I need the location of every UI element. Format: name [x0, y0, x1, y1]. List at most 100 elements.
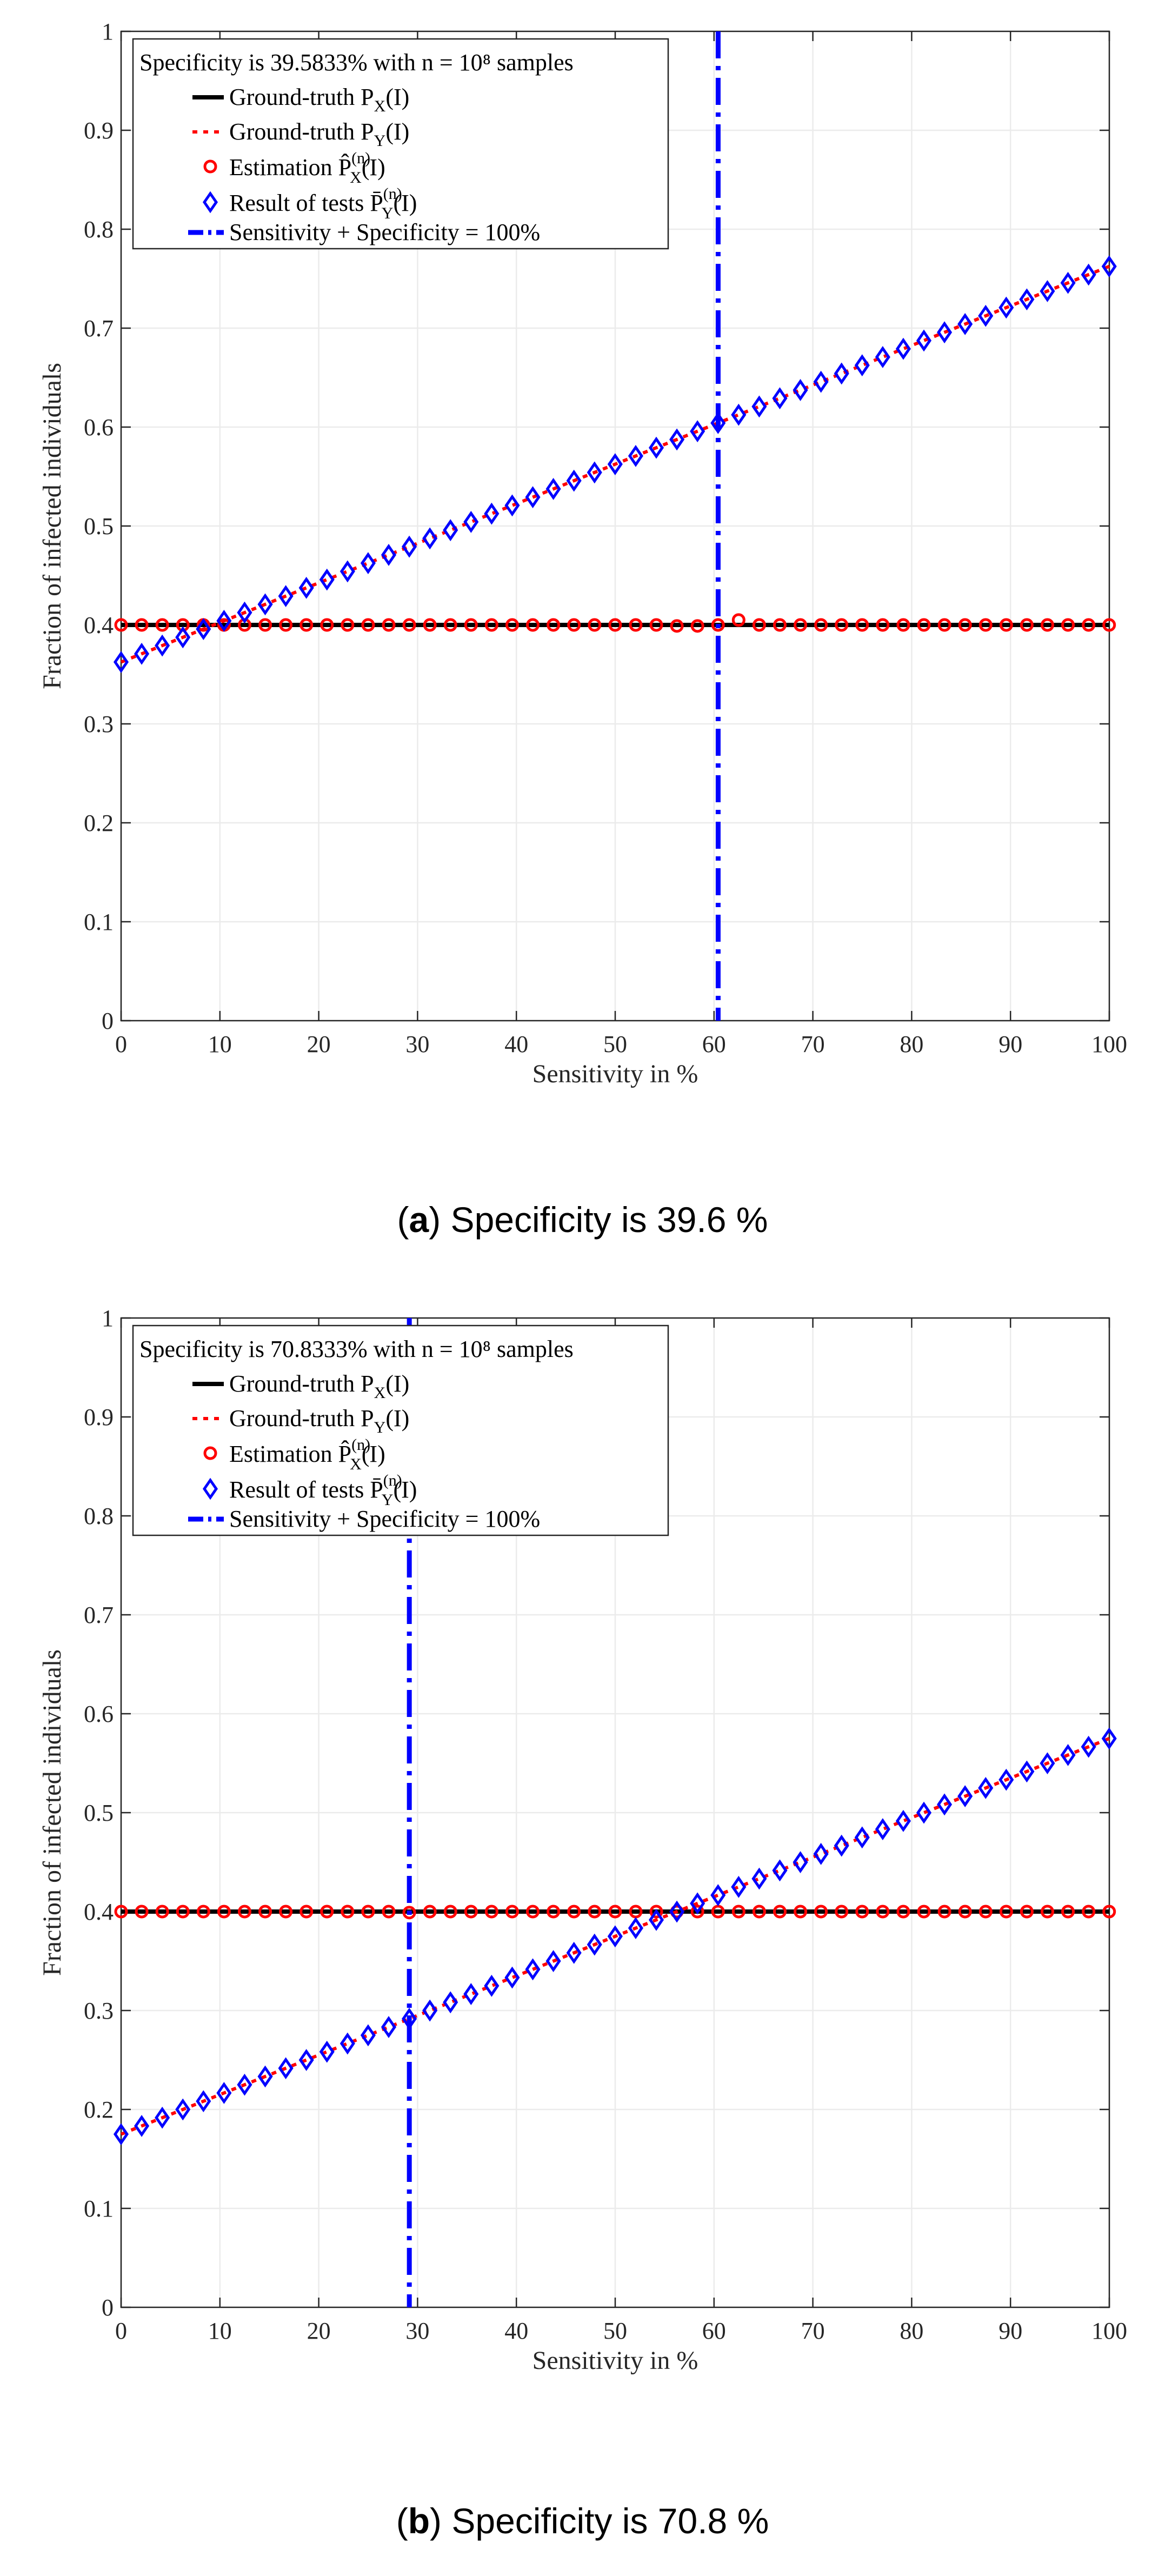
result-point	[834, 362, 849, 385]
legend: Specificity is 39.5833% with n = 10⁸ sam…	[132, 38, 669, 250]
result-point	[566, 1941, 582, 1964]
estimation-point	[567, 618, 581, 632]
result-point	[895, 337, 911, 360]
result-point	[690, 420, 705, 443]
result-point	[381, 543, 397, 566]
result-point	[1019, 288, 1035, 311]
y-tick-label: 0.4	[84, 612, 114, 638]
series-result-of-tests	[113, 255, 1117, 674]
estimation-point	[999, 1905, 1013, 1919]
series-ground-truth-py	[120, 264, 1110, 664]
result-point	[648, 436, 664, 459]
legend-label: Result of tests P̄(n) Y(I)	[229, 1472, 417, 1509]
estimation-point	[547, 618, 561, 632]
estimation-point	[670, 619, 684, 633]
estimation-point	[567, 1905, 581, 1919]
x-tick-label: 10	[208, 1031, 232, 1057]
estimation-point	[443, 1905, 457, 1919]
estimation-point	[958, 618, 972, 632]
legend-swatch-result	[202, 1477, 218, 1500]
result-point	[669, 1900, 685, 1923]
result-point	[937, 1793, 953, 1816]
estimation-point	[690, 1905, 704, 1919]
estimation-point	[937, 618, 951, 632]
result-point	[628, 1917, 643, 1939]
caption-a: (a) Specificity is 39.6 %	[397, 1200, 768, 1240]
estimation-point	[484, 1905, 498, 1919]
series-estimation	[114, 613, 1116, 633]
estimation-point	[608, 618, 622, 632]
result-point	[237, 601, 252, 624]
estimation-point	[484, 618, 498, 632]
estimation-point	[752, 618, 766, 632]
estimation-point	[176, 1905, 190, 1919]
estimation-point	[237, 1905, 251, 1919]
result-point	[360, 2024, 376, 2047]
result-point	[731, 1875, 747, 1898]
x-tick-label: 20	[307, 1031, 331, 1057]
result-point	[484, 502, 500, 525]
result-point	[1081, 1735, 1096, 1758]
y-tick-label: 0.4	[84, 1899, 114, 1925]
result-point	[113, 651, 129, 674]
legend-label: Estimation P̂(n) X(I)	[229, 149, 385, 187]
result-point	[525, 1958, 541, 1981]
x-tick-label: 0	[115, 1031, 127, 1057]
estimation-point	[649, 1905, 663, 1919]
result-point	[1040, 280, 1055, 302]
y-tick-label: 0.6	[84, 414, 114, 441]
result-point	[998, 296, 1014, 319]
x-tick-label: 50	[603, 1031, 627, 1057]
result-point	[937, 321, 953, 344]
series-estimation	[114, 1905, 1116, 1920]
estimation-point	[588, 1905, 602, 1919]
result-point	[710, 412, 726, 434]
x-tick-label: 40	[504, 2318, 528, 2344]
result-point	[772, 1859, 788, 1882]
result-point	[587, 461, 602, 484]
result-point	[648, 1908, 664, 1931]
y-tick-label: 0.7	[84, 1602, 114, 1628]
result-point	[134, 642, 150, 665]
result-point	[463, 1983, 479, 2005]
estimation-point	[1040, 1905, 1054, 1919]
x-tick-label: 0	[115, 2318, 127, 2344]
estimation-point	[402, 1906, 416, 1920]
y-tick-label: 0.8	[84, 216, 114, 243]
result-point	[545, 478, 561, 500]
y-tick-label: 0.3	[84, 711, 114, 737]
result-point	[196, 618, 211, 641]
result-point	[957, 313, 973, 335]
estimation-point	[814, 1905, 828, 1919]
result-point	[854, 1826, 870, 1849]
estimation-point	[608, 1905, 622, 1919]
y-tick-label: 0.9	[84, 117, 114, 144]
estimation-point	[279, 618, 293, 632]
estimation-point	[217, 1905, 231, 1919]
result-point	[443, 519, 458, 542]
result-point	[751, 1867, 767, 1890]
estimation-point	[958, 1905, 972, 1919]
estimation-point	[876, 618, 890, 632]
legend-label: Ground-truth PY(I)	[229, 1405, 409, 1436]
x-tick-label: 30	[405, 1031, 429, 1057]
estimation-point	[896, 1905, 910, 1919]
result-point	[1060, 271, 1076, 294]
result-point	[175, 2098, 191, 2121]
estimation-point	[629, 1905, 643, 1919]
result-point	[463, 511, 479, 533]
result-point	[1060, 1743, 1076, 1766]
result-point	[813, 370, 829, 393]
estimation-point	[690, 619, 704, 633]
estimation-point	[1040, 618, 1054, 632]
result-point	[895, 1809, 911, 1832]
estimation-point	[135, 1905, 149, 1919]
estimation-point	[731, 613, 745, 627]
y-tick-label: 0.5	[84, 513, 114, 540]
x-tick-label: 80	[900, 1031, 923, 1057]
result-point	[134, 2115, 150, 2137]
x-tick-label: 70	[801, 1031, 825, 1057]
result-point	[196, 2090, 211, 2113]
legend-label: Ground-truth PX(I)	[229, 84, 409, 115]
